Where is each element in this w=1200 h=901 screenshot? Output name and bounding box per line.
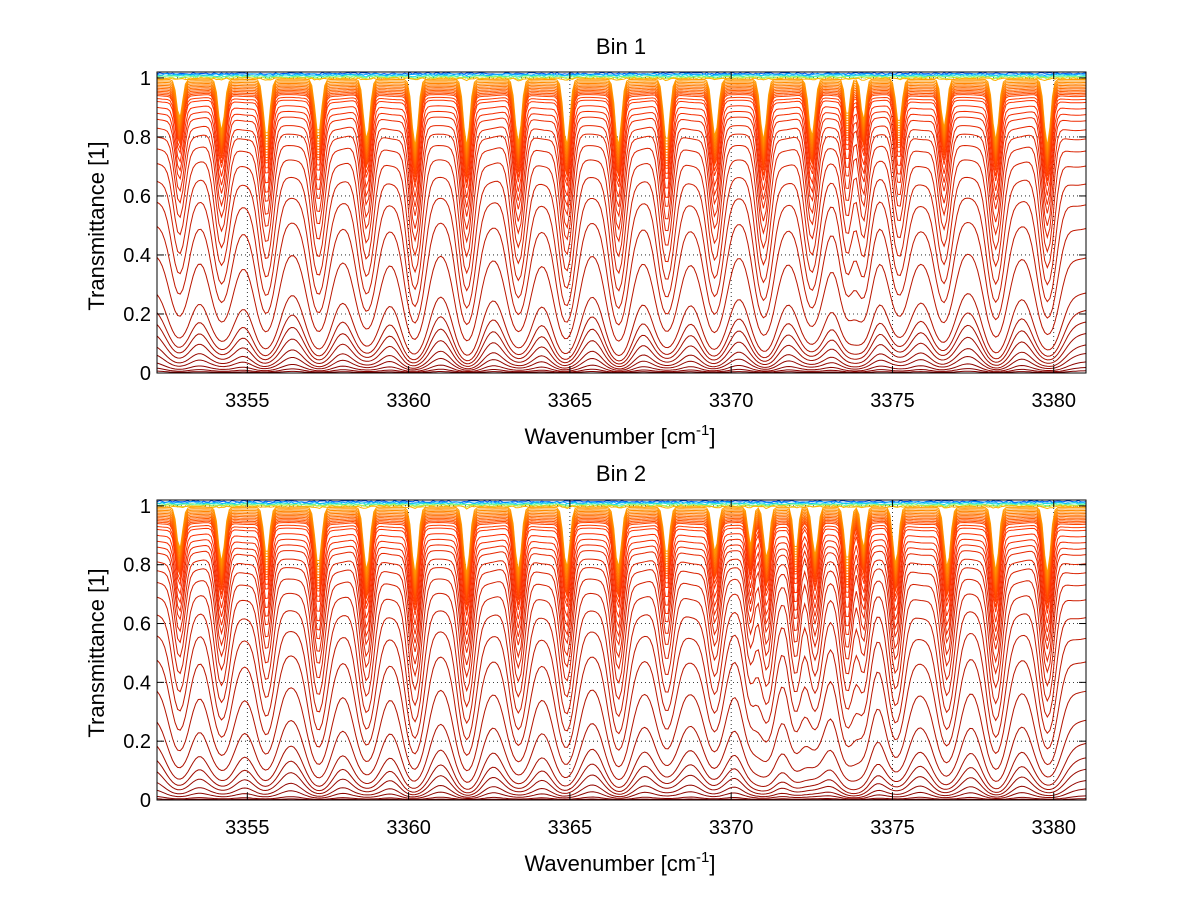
series-line: [156, 333, 1087, 368]
y-axis-label: Transmittance [1]: [84, 568, 109, 737]
series-line: [156, 125, 1087, 231]
y-tick-label: 0: [140, 790, 151, 812]
series-line: [156, 105, 1087, 198]
series-line: [156, 73, 1087, 77]
y-tick-label: 0.2: [123, 304, 151, 326]
chart-title: Bin 2: [596, 461, 646, 486]
series-line: [156, 221, 1087, 326]
y-tick-label: 1: [140, 496, 151, 518]
series-line: [156, 567, 1087, 679]
series-line: [156, 176, 1087, 292]
y-tick-label: 0.2: [123, 731, 151, 753]
series-line: [156, 309, 1087, 362]
series-line: [156, 521, 1087, 606]
series-line: [156, 533, 1087, 626]
chart-title: Bin 1: [596, 34, 646, 59]
series-line: [156, 592, 1087, 708]
series-line: [156, 321, 1087, 365]
plot-frame: [156, 71, 1087, 374]
y-tick-label: 0.8: [123, 555, 151, 577]
x-ticks: 3355 3360 3365 3370 3375 3380: [225, 72, 1076, 412]
chart-panel-bin-2: Bin 2 3355 3360 3365 3370 3375 3380 0 0.2 0.4 0.…: [84, 461, 1087, 876]
series-line: [156, 116, 1087, 218]
series-line: [156, 159, 1087, 275]
series-line: [156, 527, 1087, 616]
series-line: [156, 197, 1087, 310]
series-line: [156, 501, 1087, 505]
series-line: [156, 505, 1087, 510]
series-line: [156, 578, 1087, 693]
series-line: [156, 719, 1087, 783]
series-line: [156, 99, 1087, 188]
x-axis-label: Wavenumber [cm-1]: [524, 849, 715, 876]
series-line: [156, 757, 1087, 795]
y-tick-label: 0.8: [123, 127, 151, 149]
x-tick-label: 3355: [225, 817, 270, 839]
y-ticks: 0 0.2 0.4 0.6 0.8 1: [123, 496, 1086, 812]
x-tick-label: 3355: [225, 390, 270, 412]
x-tick-label: 3370: [709, 390, 754, 412]
series-line: [156, 788, 1087, 800]
series-line: [156, 144, 1087, 258]
y-ticks: 0 0.2 0.4 0.6 0.8 1: [123, 68, 1086, 385]
series-line: [156, 742, 1087, 791]
chart-panel-bin-1: Bin 1 3355 3360 3365 3370 3375 3380 0 0.2 0.4 0.…: [84, 34, 1087, 449]
y-tick-label: 0: [140, 363, 151, 385]
x-tick-label: 3360: [386, 390, 431, 412]
series-line: [156, 655, 1087, 756]
series-line: [156, 630, 1087, 741]
plot-frame: [156, 499, 1087, 801]
x-tick-label: 3370: [709, 817, 754, 839]
series-line: [156, 253, 1087, 342]
series-line: [156, 361, 1087, 373]
x-tick-label: 3380: [1031, 390, 1076, 412]
series-line: [156, 76, 1087, 81]
series-line: [156, 538, 1087, 636]
x-tick-label: 3365: [548, 390, 593, 412]
series-lines: [156, 72, 1087, 374]
series-line: [156, 500, 1087, 503]
y-tick-label: 0.4: [123, 672, 151, 694]
series-line: [156, 77, 1087, 82]
series-line: [156, 344, 1087, 370]
series-line: [156, 504, 1087, 509]
y-tick-label: 0.6: [123, 614, 151, 636]
x-tick-label: 3375: [870, 817, 915, 839]
x-ticks: 3355 3360 3365 3370 3375 3380: [225, 500, 1076, 839]
series-line: [156, 610, 1087, 725]
series-line: [156, 780, 1087, 799]
series-line: [156, 110, 1087, 208]
series-lines: [156, 500, 1087, 801]
y-tick-label: 0.4: [123, 245, 151, 267]
series-line: [156, 353, 1087, 371]
y-tick-label: 0.6: [123, 186, 151, 208]
y-tick-label: 1: [140, 68, 151, 90]
series-line: [156, 550, 1087, 653]
series-line: [156, 687, 1087, 772]
y-axis-label: Transmittance [1]: [84, 141, 109, 310]
x-tick-label: 3375: [870, 390, 915, 412]
series-line: [156, 544, 1087, 645]
x-tick-label: 3365: [548, 817, 593, 839]
x-tick-label: 3380: [1031, 817, 1076, 839]
x-tick-label: 3360: [386, 817, 431, 839]
series-line: [156, 558, 1087, 666]
series-line: [156, 502, 1087, 506]
series-line: [156, 292, 1087, 357]
series-line: [156, 768, 1087, 797]
x-axis-label: Wavenumber [cm-1]: [524, 422, 715, 449]
series-line: [156, 133, 1087, 244]
